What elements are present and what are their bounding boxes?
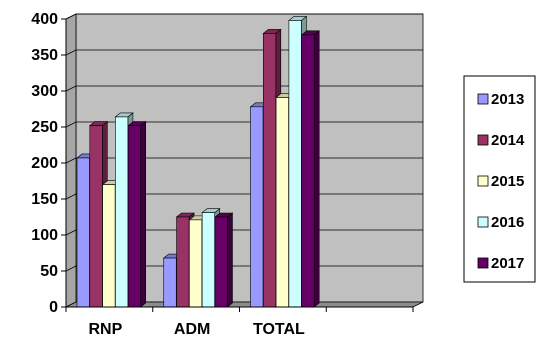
- legend-box: [463, 75, 536, 283]
- bar-front: [288, 20, 302, 308]
- y-tick-label: 400: [31, 11, 58, 28]
- x-category-label: ADM: [174, 321, 210, 338]
- bar-front: [262, 33, 277, 308]
- bar-front: [163, 257, 177, 308]
- y-tick-label: 200: [31, 155, 58, 172]
- legend-swatch: [477, 134, 489, 146]
- bar-front: [102, 184, 116, 308]
- y-tick-label: 350: [31, 47, 58, 64]
- bars: [76, 15, 321, 308]
- bar-front: [201, 212, 215, 308]
- legend-label: 2013: [491, 91, 524, 108]
- legend-item: 2015: [477, 173, 524, 190]
- legend-item: 2017: [477, 255, 524, 272]
- legend-item: 2013: [477, 91, 524, 108]
- x-category-label: TOTAL: [253, 321, 305, 338]
- legend-swatch: [477, 216, 489, 228]
- x-axis-ticks: RNP ADM TOTAL: [65, 307, 414, 338]
- legend: 2013 2014 2015 2016 2017: [463, 75, 536, 283]
- y-tick-label: 150: [31, 191, 58, 208]
- bar: [127, 120, 147, 308]
- legend-label: 2014: [491, 132, 525, 149]
- y-tick-label: 250: [31, 119, 58, 136]
- legend-label: 2016: [491, 214, 524, 231]
- y-tick-label: 100: [31, 227, 58, 244]
- bar: [214, 212, 234, 308]
- bar-side: [227, 212, 233, 308]
- bar-front: [189, 219, 203, 308]
- legend-item: 2016: [477, 214, 524, 231]
- bar-front: [301, 34, 315, 308]
- bar-front: [176, 216, 190, 308]
- bar-side: [313, 30, 320, 308]
- y-axis-ticks: 0 50 100 150 200 250 300 350 400: [31, 11, 66, 316]
- y-tick-label: 50: [40, 263, 58, 280]
- legend-item: 2014: [477, 132, 525, 149]
- y-tick-label: 300: [31, 83, 58, 100]
- bar-front: [89, 125, 103, 308]
- bar-front: [250, 106, 264, 308]
- bar-front: [275, 97, 289, 308]
- bar-side: [140, 120, 146, 308]
- gridline: [65, 13, 423, 20]
- legend-label: 2017: [491, 255, 524, 272]
- x-category-label: RNP: [88, 321, 122, 338]
- legend-label: 2015: [491, 173, 524, 190]
- legend-swatch: [477, 175, 489, 187]
- bar-front: [115, 116, 129, 308]
- bar-front: [76, 157, 90, 308]
- bar-front: [214, 216, 228, 308]
- legend-swatch: [477, 257, 489, 269]
- legend-swatch: [477, 93, 489, 105]
- bar-front: [127, 125, 141, 308]
- bar: [300, 30, 321, 308]
- y-tick-label: 0: [49, 299, 58, 316]
